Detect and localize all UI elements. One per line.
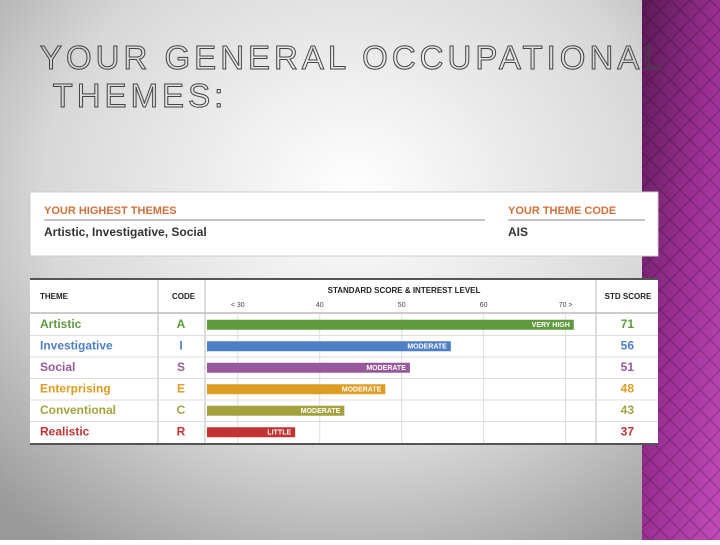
x-tick-label: 50: [398, 302, 406, 309]
std-score: 71: [621, 317, 635, 331]
theme-name: Investigative: [40, 338, 113, 352]
level-label: MODERATE: [366, 365, 406, 372]
bar: [207, 405, 345, 416]
std-score: 43: [621, 403, 635, 417]
summary-box: [29, 191, 659, 257]
summary-value: AIS: [508, 225, 528, 239]
column-header: STANDARD SCORE & INTEREST LEVEL: [328, 286, 481, 295]
column-header: THEME: [40, 292, 69, 301]
theme-code: I: [179, 338, 182, 352]
x-tick-label: 60: [480, 302, 488, 309]
theme-name: Realistic: [40, 424, 90, 438]
summary-label: YOUR HIGHEST THEMES: [44, 205, 177, 217]
bar: [207, 341, 451, 352]
theme-code: C: [177, 403, 186, 417]
theme-name: Social: [40, 360, 75, 374]
theme-code: R: [177, 424, 186, 438]
theme-code: A: [177, 317, 186, 331]
bar: [207, 362, 410, 373]
slide-title: YOUR GENERAL OCCUPATIONAL THEMES:: [40, 39, 666, 114]
theme-code: E: [177, 381, 185, 395]
bar: [207, 384, 386, 395]
std-score: 56: [621, 338, 635, 352]
side-pattern: [642, 0, 720, 540]
theme-name: Artistic: [40, 317, 82, 331]
bar: [207, 319, 574, 330]
summary-label: YOUR THEME CODE: [508, 205, 616, 217]
x-tick-label: 40: [316, 302, 324, 309]
background: [0, 0, 642, 540]
theme-name: Enterprising: [40, 381, 111, 395]
level-label: VERY HIGH: [532, 322, 570, 329]
std-score: 48: [621, 381, 635, 395]
std-score: 37: [621, 424, 635, 438]
level-label: MODERATE: [301, 408, 341, 415]
chart-table: [30, 278, 658, 444]
bar: [207, 427, 296, 438]
level-label: LITTLE: [267, 430, 291, 437]
std-score: 51: [621, 360, 635, 374]
x-tick-label: 70 >: [559, 302, 573, 309]
summary-value: Artistic, Investigative, Social: [44, 225, 207, 239]
column-header: CODE: [172, 292, 196, 301]
level-label: MODERATE: [342, 387, 382, 394]
level-label: MODERATE: [407, 344, 447, 351]
column-header: STD SCORE: [605, 292, 652, 301]
theme-name: Conventional: [40, 403, 116, 417]
theme-code: S: [177, 360, 185, 374]
x-tick-label: < 30: [231, 302, 245, 309]
